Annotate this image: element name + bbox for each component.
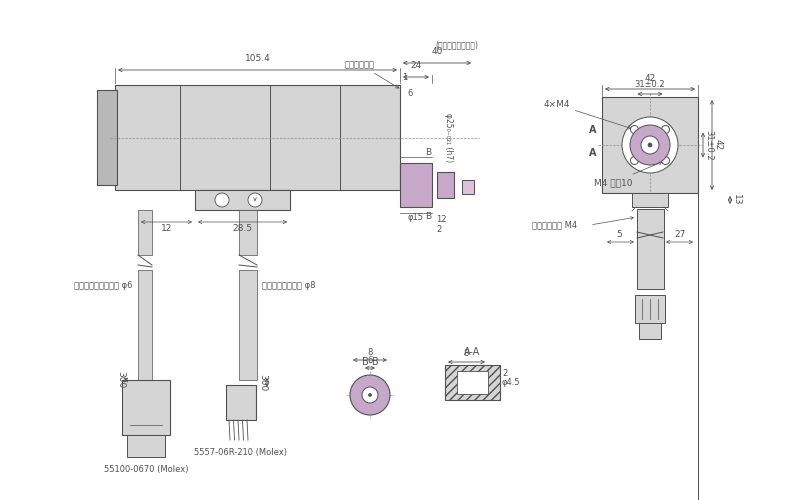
Circle shape — [630, 125, 670, 165]
Text: 4×M4: 4×M4 — [543, 100, 631, 129]
Bar — [239, 270, 257, 380]
Text: 2: 2 — [436, 225, 441, 234]
Text: 8: 8 — [367, 348, 373, 357]
Bar — [138, 270, 152, 380]
Circle shape — [248, 193, 262, 207]
Text: 24: 24 — [411, 61, 422, 70]
Bar — [122, 380, 170, 435]
Text: 300: 300 — [258, 374, 267, 391]
Bar — [635, 295, 665, 323]
Circle shape — [215, 193, 229, 207]
Bar — [445, 365, 500, 400]
Text: 8: 8 — [464, 349, 469, 358]
Circle shape — [659, 154, 671, 166]
Text: 55100-0670 (Molex): 55100-0670 (Molex) — [104, 465, 188, 474]
Circle shape — [368, 394, 371, 396]
Text: 40: 40 — [431, 47, 443, 56]
Bar — [138, 210, 152, 255]
Text: 5: 5 — [617, 230, 623, 239]
Circle shape — [350, 375, 390, 415]
Text: メカ限界位置: メカ限界位置 — [345, 60, 399, 88]
Bar — [226, 385, 256, 420]
Bar — [127, 435, 165, 457]
Text: 6: 6 — [407, 88, 413, 98]
Text: B: B — [425, 148, 431, 157]
Text: M4 深さ10: M4 深さ10 — [594, 162, 663, 187]
Text: 1: 1 — [403, 73, 407, 82]
Text: エンコーダケーブル φ6: エンコーダケーブル φ6 — [75, 280, 133, 289]
Text: 5557-06R-210 (Molex): 5557-06R-210 (Molex) — [195, 448, 287, 457]
Bar — [97, 90, 117, 185]
Text: 42: 42 — [644, 74, 655, 83]
Circle shape — [641, 136, 659, 154]
Circle shape — [622, 117, 678, 173]
Text: モーターケーブル φ8: モーターケーブル φ8 — [262, 280, 316, 289]
Text: 保護接地端子 M4: 保護接地端子 M4 — [532, 220, 577, 230]
Text: φ15: φ15 — [408, 213, 424, 222]
Circle shape — [629, 154, 641, 166]
Text: A: A — [589, 125, 596, 135]
Text: (位置決め可能範囲): (位置決め可能範囲) — [436, 40, 479, 49]
Bar — [637, 209, 664, 289]
Bar — [602, 97, 698, 193]
Circle shape — [662, 156, 670, 164]
Circle shape — [630, 126, 638, 134]
Text: 300: 300 — [116, 372, 125, 388]
Circle shape — [648, 143, 652, 147]
Text: 105.4: 105.4 — [245, 54, 270, 63]
Text: A: A — [589, 148, 596, 158]
Bar — [437, 172, 454, 198]
Text: A-A: A-A — [465, 347, 480, 357]
Text: 27: 27 — [675, 230, 686, 239]
Text: φ4.5: φ4.5 — [502, 378, 520, 387]
Bar — [632, 193, 668, 207]
Circle shape — [630, 156, 638, 164]
Bar — [239, 210, 257, 255]
Circle shape — [362, 387, 378, 403]
Bar — [639, 323, 661, 339]
Text: B-B: B-B — [362, 357, 378, 367]
Bar — [400, 163, 432, 207]
Text: 12: 12 — [161, 224, 172, 233]
Text: 28.5: 28.5 — [232, 224, 253, 233]
Text: 6: 6 — [367, 356, 373, 365]
Text: 12: 12 — [436, 215, 447, 224]
Text: φ25₀₋₀₂₁ (h7): φ25₀₋₀₂₁ (h7) — [444, 113, 453, 162]
Text: 13: 13 — [732, 194, 741, 206]
Bar — [115, 85, 400, 190]
Circle shape — [659, 124, 671, 136]
Text: B: B — [425, 212, 431, 221]
Bar — [462, 180, 474, 194]
Bar — [457, 371, 488, 394]
Text: 31±0.2: 31±0.2 — [704, 130, 713, 160]
Circle shape — [662, 126, 670, 134]
Text: 42: 42 — [714, 140, 723, 150]
Bar — [195, 190, 290, 210]
Text: 2: 2 — [502, 369, 507, 378]
Circle shape — [629, 124, 641, 136]
Text: 31±0.2: 31±0.2 — [635, 80, 666, 89]
